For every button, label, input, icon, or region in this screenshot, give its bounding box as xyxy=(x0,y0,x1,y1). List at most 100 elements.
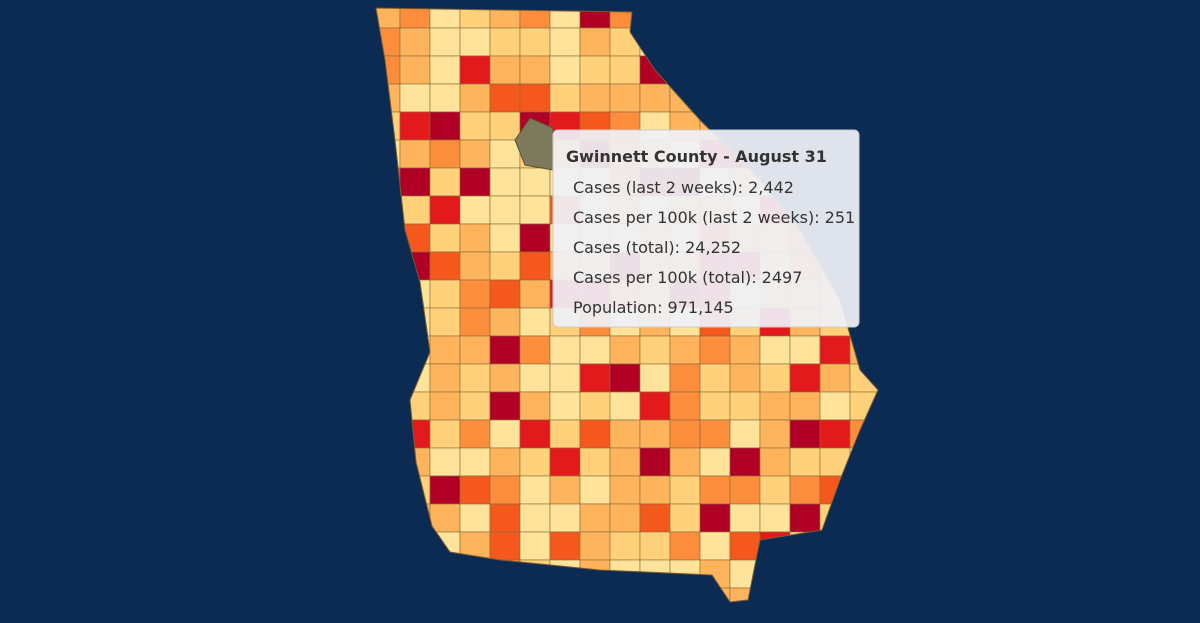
county xyxy=(880,392,910,420)
county xyxy=(376,307,401,337)
county xyxy=(376,363,401,393)
county xyxy=(376,167,401,197)
county xyxy=(880,532,910,560)
county xyxy=(880,28,910,56)
county xyxy=(819,447,851,477)
county xyxy=(376,447,401,477)
county xyxy=(819,363,851,393)
county xyxy=(399,195,431,225)
county xyxy=(880,224,910,252)
county xyxy=(669,391,701,421)
county xyxy=(429,335,461,365)
county xyxy=(669,55,701,85)
county xyxy=(429,8,461,29)
county xyxy=(489,27,521,57)
county xyxy=(639,447,671,477)
county xyxy=(759,363,791,393)
county xyxy=(459,335,491,365)
tooltip-title: Gwinnett County - August 31 xyxy=(566,147,827,166)
county xyxy=(399,503,431,533)
county xyxy=(459,279,491,309)
county xyxy=(639,531,671,561)
county xyxy=(489,279,521,309)
county xyxy=(429,391,461,421)
county xyxy=(579,335,611,365)
county xyxy=(579,559,611,589)
county xyxy=(429,363,461,393)
county xyxy=(699,531,731,561)
tooltip-line: Cases per 100k (last 2 weeks): 251 xyxy=(573,208,855,227)
county xyxy=(579,83,611,113)
county xyxy=(759,27,791,57)
county xyxy=(489,139,521,169)
county xyxy=(429,503,461,533)
county xyxy=(376,195,401,225)
county xyxy=(639,391,671,421)
tooltip-line: Population: 971,145 xyxy=(573,298,734,317)
county xyxy=(759,55,791,85)
county xyxy=(759,335,791,365)
county xyxy=(489,167,521,197)
county xyxy=(579,587,611,602)
county xyxy=(759,419,791,449)
county xyxy=(639,27,671,57)
county xyxy=(669,419,701,449)
county xyxy=(819,27,851,57)
county xyxy=(399,587,431,602)
county xyxy=(849,8,878,29)
county xyxy=(849,531,878,561)
county xyxy=(549,83,581,113)
county xyxy=(549,559,581,589)
county xyxy=(519,447,551,477)
county xyxy=(699,391,731,421)
county xyxy=(549,531,581,561)
county xyxy=(729,335,761,365)
county xyxy=(549,419,581,449)
county xyxy=(376,111,401,141)
county xyxy=(429,27,461,57)
county xyxy=(639,419,671,449)
county xyxy=(519,27,551,57)
county xyxy=(399,279,431,309)
county xyxy=(849,83,878,113)
county xyxy=(459,83,491,113)
county xyxy=(819,559,851,589)
county xyxy=(609,559,641,589)
county xyxy=(376,419,401,449)
county xyxy=(609,503,641,533)
county xyxy=(459,27,491,57)
county xyxy=(699,447,731,477)
county xyxy=(729,363,761,393)
county xyxy=(699,419,731,449)
county xyxy=(429,447,461,477)
county xyxy=(429,223,461,253)
county xyxy=(459,475,491,505)
county xyxy=(759,447,791,477)
county xyxy=(579,391,611,421)
county xyxy=(399,335,431,365)
county xyxy=(429,83,461,113)
county xyxy=(429,251,461,281)
county xyxy=(376,531,401,561)
county xyxy=(489,307,521,337)
county xyxy=(729,531,761,561)
county xyxy=(519,391,551,421)
county xyxy=(849,587,878,602)
county xyxy=(880,420,910,448)
county xyxy=(376,27,401,57)
county xyxy=(759,8,791,29)
county xyxy=(609,391,641,421)
county xyxy=(699,475,731,505)
county xyxy=(669,531,701,561)
county xyxy=(519,8,551,29)
county xyxy=(669,447,701,477)
county xyxy=(459,391,491,421)
county xyxy=(579,27,611,57)
county xyxy=(729,27,761,57)
county xyxy=(459,251,491,281)
county xyxy=(519,195,551,225)
county xyxy=(489,419,521,449)
county xyxy=(819,55,851,85)
county xyxy=(699,503,731,533)
county xyxy=(759,83,791,113)
